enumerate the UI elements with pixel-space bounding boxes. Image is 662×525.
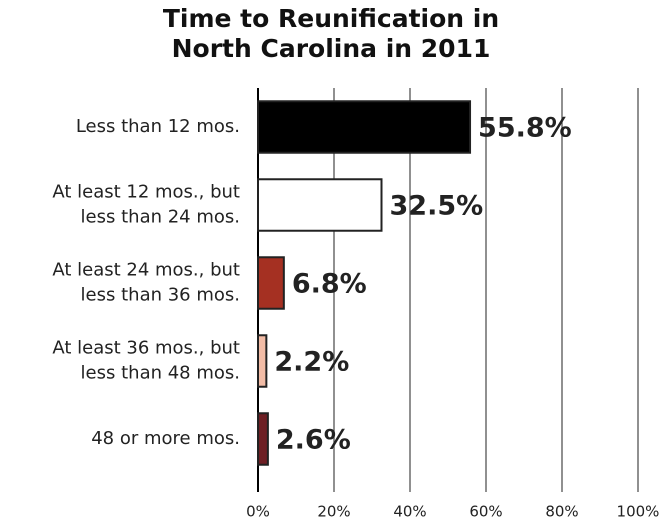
x-tick-label: 60% [469, 503, 502, 521]
y-tick-label: less than 36 mos. [81, 285, 240, 306]
y-tick-label: At least 36 mos., but [52, 338, 240, 359]
bar [257, 256, 285, 310]
x-tick-label: 0% [246, 503, 270, 521]
y-tick-label: At least 24 mos., but [52, 260, 240, 281]
bar [257, 178, 383, 232]
bar [257, 334, 268, 388]
y-tick-label: At least 12 mos., but [52, 182, 240, 203]
bar [257, 412, 269, 466]
x-tick-label: 40% [393, 503, 426, 521]
x-tick-label: 80% [545, 503, 578, 521]
title-line: North Carolina in 2011 [172, 34, 491, 63]
y-tick-label: less than 24 mos. [81, 207, 240, 228]
value-label: 6.8% [292, 269, 367, 300]
value-label: 2.2% [274, 347, 349, 378]
y-tick-label: less than 48 mos. [81, 363, 240, 384]
value-label: 32.5% [390, 191, 484, 222]
value-label: 55.8% [478, 113, 572, 144]
bar [257, 100, 472, 154]
y-tick-label: Less than 12 mos. [76, 116, 240, 137]
y-tick-label: 48 or more mos. [91, 428, 240, 449]
title-line: Time to Reunification in [163, 4, 499, 33]
x-tick-label: 100% [617, 503, 660, 521]
value-label: 2.6% [276, 425, 351, 456]
x-tick-label: 20% [317, 503, 350, 521]
